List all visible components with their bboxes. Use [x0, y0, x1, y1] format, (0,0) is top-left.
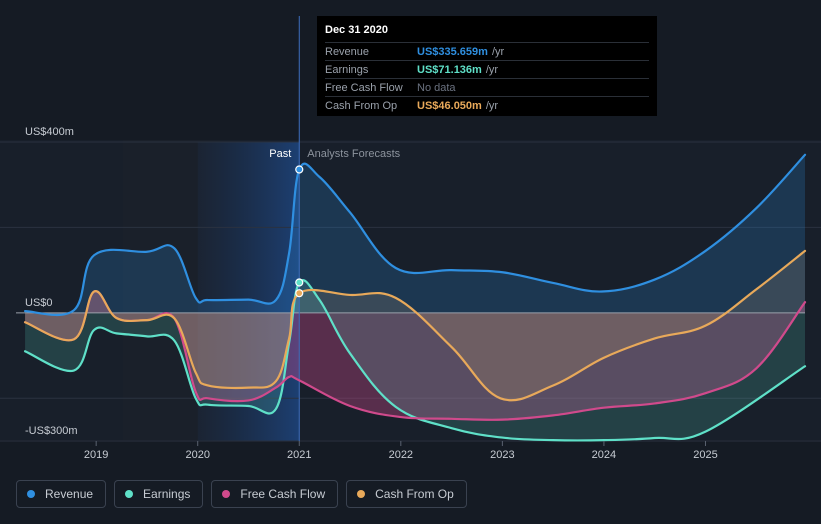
- y-tick-label: US$0: [25, 297, 53, 309]
- tooltip-unit: /yr: [491, 45, 505, 58]
- revenue-marker[interactable]: [295, 165, 304, 174]
- tooltip-row-cash-from-op: Cash From Op US$46.050m /yr: [325, 96, 649, 114]
- earnings-marker[interactable]: [295, 278, 304, 287]
- legend-dot-icon: [222, 490, 231, 498]
- past-label: Past: [269, 148, 291, 160]
- tooltip-value: No data: [417, 81, 456, 94]
- tooltip-label: Cash From Op: [325, 99, 398, 112]
- x-axis-labels: 2019 2020 2021 2022 2023 2024 2025: [84, 441, 718, 461]
- legend-dot-icon: [27, 490, 35, 498]
- forecast-label: Analysts Forecasts: [307, 148, 400, 160]
- tooltip-row-earnings: Earnings US$71.136m /yr: [325, 60, 649, 78]
- legend-dot-icon: [125, 490, 134, 498]
- legend-item-free-cash-flow[interactable]: Free Cash Flow: [211, 480, 339, 508]
- tooltip-value: US$46.050m: [417, 99, 482, 112]
- tooltip-date: Dec 31 2020: [325, 24, 388, 36]
- x-tick-label: 2025: [693, 449, 717, 461]
- y-tick-label: US$400m: [25, 126, 74, 138]
- x-tick-label: 2022: [389, 449, 413, 461]
- tooltip-label: Revenue: [325, 45, 370, 58]
- x-tick-label: 2021: [287, 449, 311, 461]
- tooltip-row-free-cash-flow: Free Cash Flow No data: [325, 78, 649, 96]
- legend-label: Earnings: [143, 487, 191, 501]
- tooltip-value: US$71.136m: [417, 63, 482, 76]
- tooltip-value: US$335.659m: [417, 45, 488, 58]
- x-tick-label: 2023: [490, 449, 514, 461]
- legend-label: Revenue: [45, 487, 94, 501]
- series-lines: [23, 153, 807, 442]
- legend-dot-icon: [357, 490, 366, 498]
- earnings-line: [23, 279, 807, 442]
- legend-label: Cash From Op: [375, 487, 454, 501]
- x-tick-label: 2020: [185, 449, 209, 461]
- x-tick-label: 2019: [84, 449, 108, 461]
- x-tick-label: 2024: [592, 449, 616, 461]
- revenue-line: [23, 153, 807, 317]
- legend-item-revenue[interactable]: Revenue: [16, 480, 107, 508]
- tooltip-unit: /yr: [485, 63, 499, 76]
- cash-from-op-area: [25, 250, 805, 401]
- cash-from-op-marker[interactable]: [295, 289, 304, 298]
- tooltip-row-revenue: Revenue US$335.659m /yr: [325, 42, 649, 60]
- legend-item-cash-from-op[interactable]: Cash From Op: [346, 480, 467, 508]
- cash-from-op-line: [23, 249, 807, 402]
- tooltip: Dec 31 2020 Revenue US$335.659m /yr Earn…: [317, 16, 657, 116]
- legend-label: Free Cash Flow: [240, 487, 326, 501]
- tooltip-unit: /yr: [485, 99, 499, 112]
- tooltip-label: Earnings: [325, 63, 369, 76]
- y-tick-label: -US$300m: [25, 425, 78, 437]
- legend: Revenue Earnings Free Cash Flow Cash Fro…: [16, 480, 467, 508]
- series-markers: [295, 165, 304, 298]
- tooltip-label: Free Cash Flow: [325, 81, 403, 94]
- legend-item-earnings[interactable]: Earnings: [114, 480, 204, 508]
- y-axis-labels: US$400m US$0 -US$300m: [25, 126, 78, 437]
